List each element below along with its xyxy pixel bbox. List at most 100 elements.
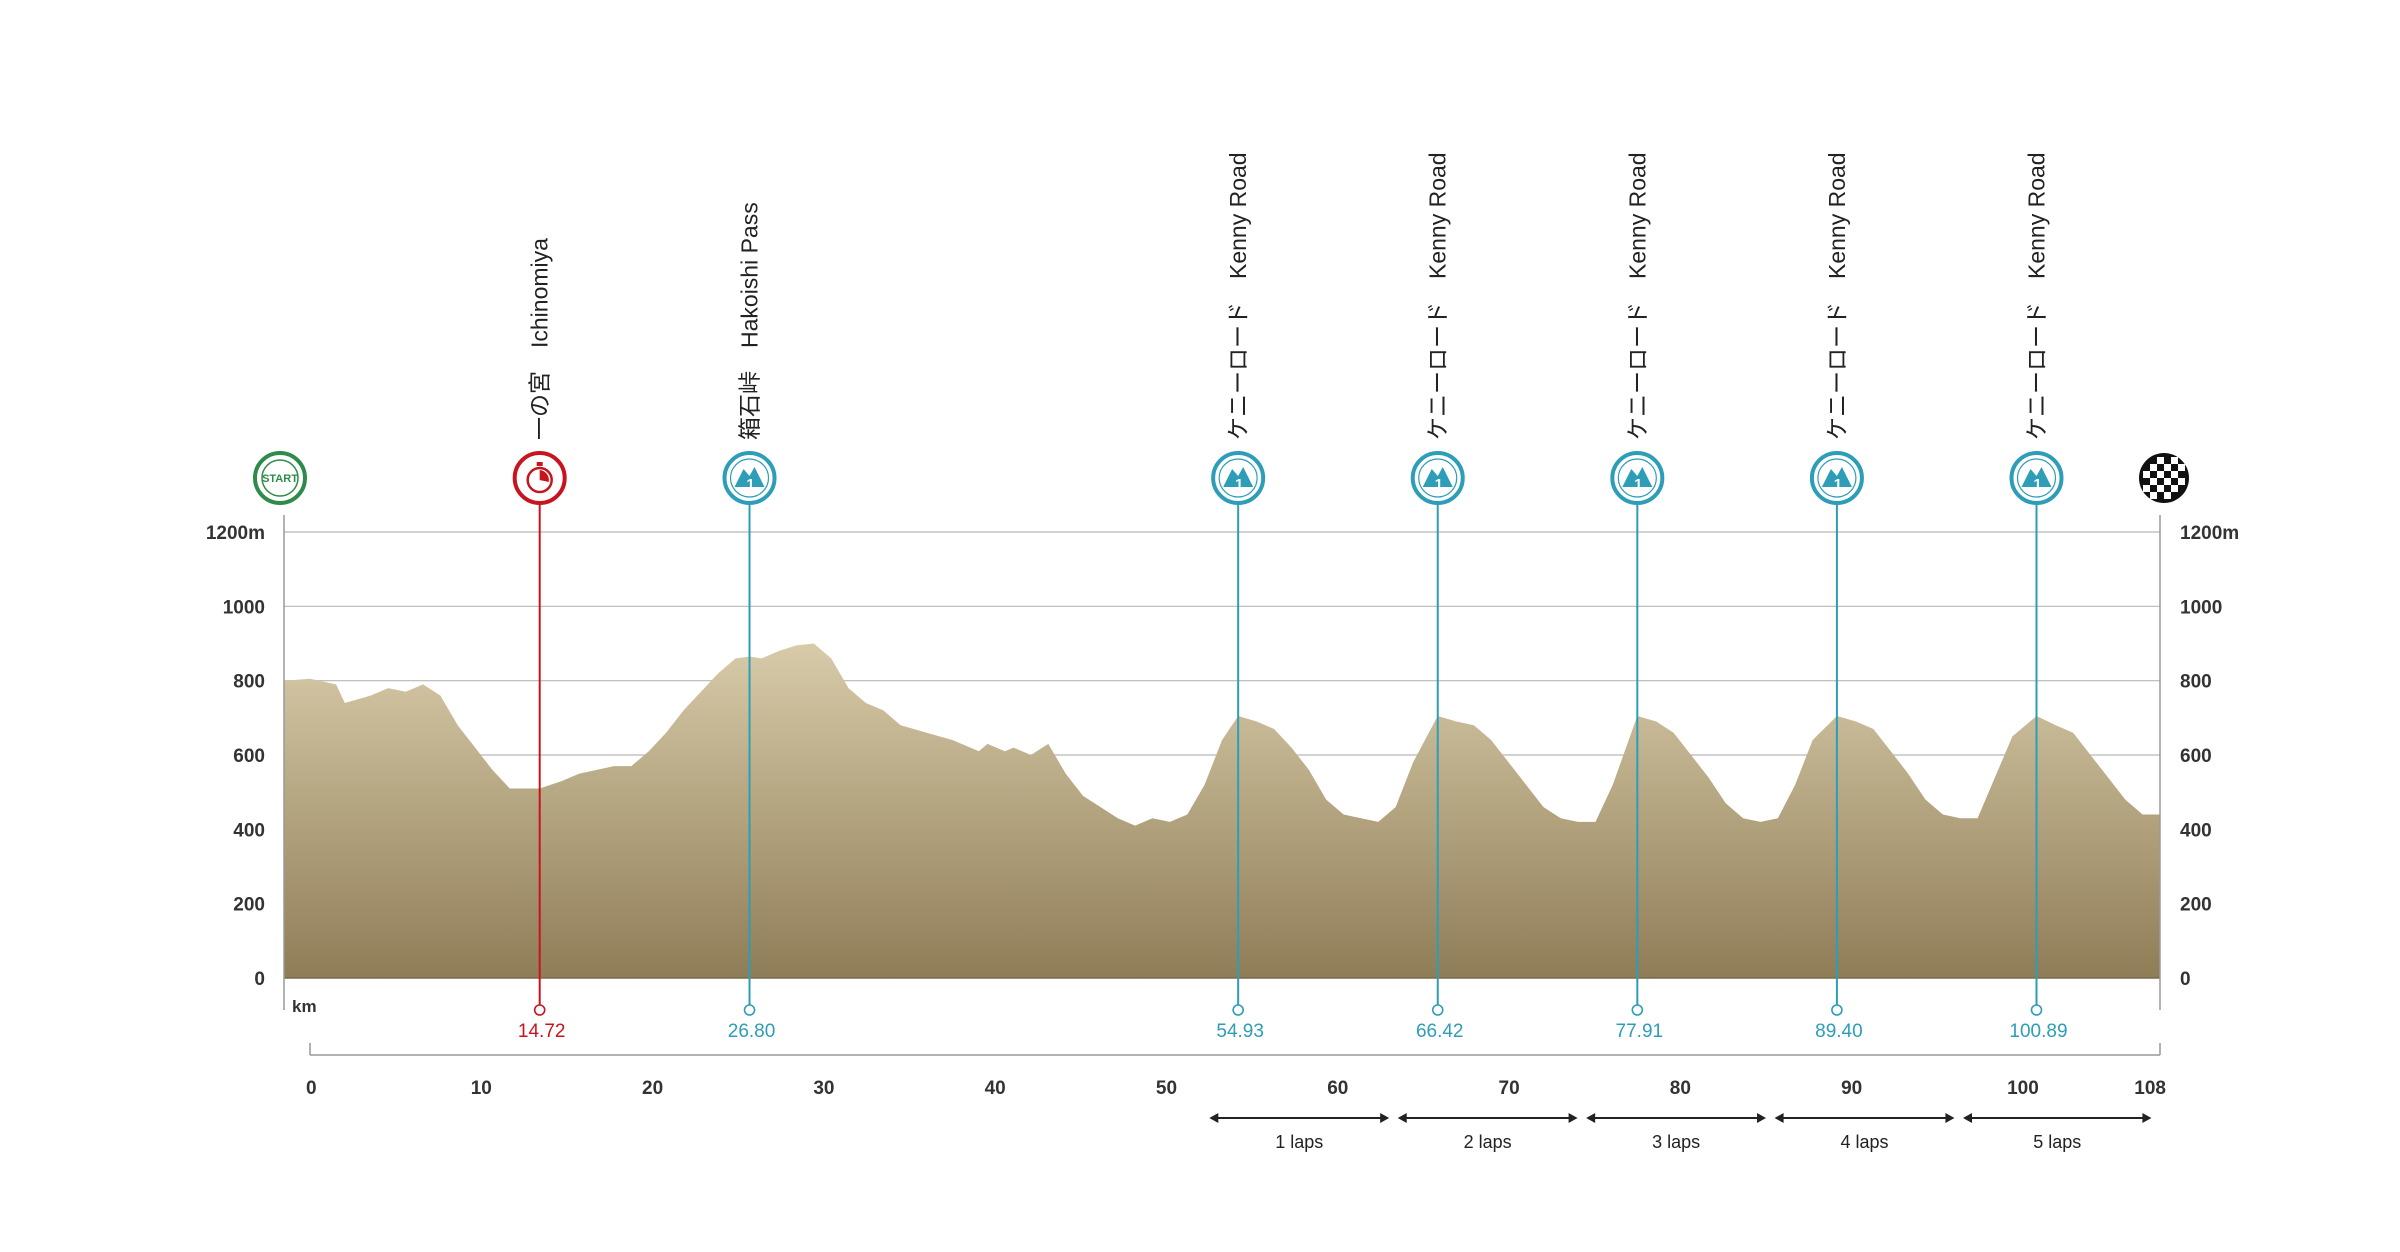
y-tick-label-left: 0 bbox=[254, 969, 265, 990]
finish-flag-icon bbox=[2139, 453, 2189, 503]
mountain-icon bbox=[1422, 467, 1453, 487]
x-tick-label: 80 bbox=[1670, 1078, 1691, 1099]
waypoint-label: ケニーロード Kenny Road bbox=[1824, 152, 1850, 440]
x-tick-label: 0 bbox=[306, 1078, 317, 1099]
finish-checker bbox=[2178, 464, 2185, 471]
finish-checker bbox=[2157, 485, 2164, 492]
y-tick-label-right: 800 bbox=[2180, 672, 2212, 693]
marker-km-label: 14.72 bbox=[518, 1021, 566, 1042]
lap-arrow-left-head bbox=[1774, 1113, 1784, 1123]
marker-km-label: 26.80 bbox=[728, 1021, 776, 1042]
waypoint-label: ケニーロード Kenny Road bbox=[2023, 152, 2049, 440]
kom-category-number: 1 bbox=[1634, 476, 1642, 493]
marker-km-label: 54.93 bbox=[1216, 1021, 1264, 1042]
finish-checker bbox=[2171, 471, 2178, 478]
waypoint-label: ケニーロード Kenny Road bbox=[1225, 152, 1251, 440]
lap-arrow-left-head bbox=[1209, 1113, 1219, 1123]
x-tick-label: 10 bbox=[471, 1078, 492, 1099]
y-tick-label-left: 1200m bbox=[206, 523, 265, 544]
lap-arrow-right-head bbox=[1380, 1113, 1390, 1123]
km-unit-label: km bbox=[292, 997, 317, 1016]
marker-end-dot bbox=[533, 1004, 546, 1016]
waypoint-label: 箱石峠 Hakoishi Pass bbox=[737, 202, 763, 440]
finish-checker bbox=[2164, 464, 2171, 471]
finish-checker bbox=[2178, 478, 2185, 485]
lap-label: 2 laps bbox=[1464, 1132, 1512, 1152]
kom-icon-ring bbox=[1218, 458, 1258, 498]
finish-checker bbox=[2171, 457, 2178, 464]
mountain-icon bbox=[2021, 467, 2052, 487]
lap-arrow-right-head bbox=[1568, 1113, 1578, 1123]
lap-arrow-left-head bbox=[1586, 1113, 1596, 1123]
x-tick-label: 60 bbox=[1327, 1078, 1348, 1099]
elevation-area bbox=[284, 643, 2160, 978]
lap-label: 3 laps bbox=[1652, 1132, 1700, 1152]
y-tick-label-right: 200 bbox=[2180, 895, 2212, 916]
finish-checker bbox=[2143, 485, 2150, 492]
kom-icon-ring bbox=[1617, 458, 1657, 498]
stopwatch-icon-hand bbox=[539, 470, 549, 482]
y-tick-label-right: 600 bbox=[2180, 746, 2212, 767]
stopwatch-icon bbox=[526, 466, 553, 494]
y-tick-label-right: 1000 bbox=[2180, 597, 2222, 618]
waypoint-label: 一の宮 Ichinomiya bbox=[527, 238, 553, 440]
elevation-profile bbox=[284, 643, 2160, 979]
y-tick-label-right: 0 bbox=[2180, 969, 2191, 990]
waypoint-markers: START 14.72 一の宮 Ichinomiya 26.80 1 箱石峠 Hakois… bbox=[253, 152, 2189, 1042]
marker-km-label: 89.40 bbox=[1815, 1021, 1863, 1042]
mountain-icon bbox=[1821, 467, 1852, 487]
lap-arrow-right-head bbox=[2142, 1113, 2152, 1123]
y-tick-label-left: 800 bbox=[233, 672, 265, 693]
y-tick-label-right: 1200m bbox=[2180, 523, 2239, 544]
y-tick-label-right: 400 bbox=[2180, 820, 2212, 841]
mountain-icon bbox=[1223, 467, 1254, 487]
x-tick-label: 90 bbox=[1841, 1078, 1862, 1099]
lap-arrow-right-head bbox=[1757, 1113, 1767, 1123]
waypoint-label: ケニーロード Kenny Road bbox=[1425, 152, 1451, 440]
x-tick-label: 108 bbox=[2134, 1078, 2166, 1099]
waypoint-label: ケニーロード Kenny Road bbox=[1624, 152, 1650, 440]
marker-end-dot bbox=[1631, 1004, 1644, 1016]
mountain-icon bbox=[734, 467, 765, 487]
marker-km-label: 77.91 bbox=[1616, 1021, 1664, 1042]
kom-icon-ring bbox=[1418, 458, 1458, 498]
marker-end-dot bbox=[1232, 1004, 1244, 1016]
finish-checker bbox=[2150, 492, 2157, 499]
y-tick-label-left: 200 bbox=[233, 895, 265, 916]
finish-checker bbox=[2150, 464, 2157, 471]
lap-label: 5 laps bbox=[2033, 1132, 2081, 1152]
x-tick-label: 70 bbox=[1499, 1078, 1520, 1099]
kom-icon-ring bbox=[1817, 458, 1857, 498]
kom-category-number: 1 bbox=[746, 476, 754, 493]
kom-icon-ring bbox=[2016, 458, 2057, 498]
kom-icon-ring bbox=[729, 458, 770, 498]
start-icon-text: START bbox=[262, 473, 298, 485]
finish-checker bbox=[2171, 485, 2178, 492]
y-tick-label-left: 400 bbox=[233, 820, 265, 841]
finish-checker bbox=[2143, 471, 2150, 478]
kom-category-number: 1 bbox=[2033, 476, 2041, 493]
kom-category-number: 1 bbox=[1435, 476, 1443, 493]
x-tick-label: 30 bbox=[813, 1078, 834, 1099]
kom-category-number: 1 bbox=[1235, 476, 1243, 493]
finish-checker bbox=[2157, 457, 2164, 464]
marker-end-dot bbox=[743, 1004, 756, 1016]
finish-checker bbox=[2164, 478, 2171, 485]
x-tick-label: 20 bbox=[642, 1078, 663, 1099]
marker-end-dot bbox=[2030, 1004, 2043, 1016]
finish-checker bbox=[2164, 492, 2171, 499]
y-tick-label-left: 600 bbox=[233, 746, 265, 767]
x-tick-label: 100 bbox=[2007, 1078, 2039, 1099]
marker-km-label: 100.89 bbox=[2009, 1021, 2067, 1042]
finish-checker bbox=[2150, 478, 2157, 485]
lap-arrow-right-head bbox=[1945, 1113, 1955, 1123]
x-tick-label: 40 bbox=[985, 1078, 1006, 1099]
kom-category-number: 1 bbox=[1834, 476, 1842, 493]
start-icon-ring bbox=[261, 459, 299, 497]
mountain-icon bbox=[1622, 467, 1653, 487]
marker-km-label: 66.42 bbox=[1416, 1021, 1464, 1042]
lap-label: 1 laps bbox=[1275, 1132, 1323, 1152]
stopwatch-icon-crown bbox=[536, 462, 543, 466]
